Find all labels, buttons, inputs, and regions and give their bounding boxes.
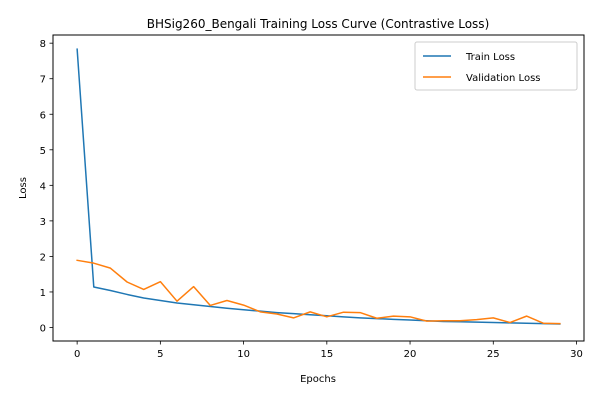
series-line-validation-loss <box>76 259 561 325</box>
legend: Train Loss Validation Loss <box>414 41 578 91</box>
x-tick-label: 15 <box>320 349 333 360</box>
x-axis-label: Epochs <box>300 374 336 385</box>
y-axis-ticks: 0 1 2 3 4 5 6 7 8 <box>40 39 53 334</box>
x-tick-label: 0 <box>74 349 80 360</box>
y-tick-label: 8 <box>40 39 46 50</box>
x-tick-label: 30 <box>570 349 583 360</box>
y-tick-label: 4 <box>40 181 46 192</box>
y-tick-label: 7 <box>40 75 46 86</box>
x-tick-label: 25 <box>487 349 500 360</box>
y-axis-label: Loss <box>18 177 29 199</box>
y-tick-label: 1 <box>40 288 46 299</box>
x-tick-label: 20 <box>404 349 417 360</box>
legend-label-train: Train Loss <box>465 52 515 63</box>
legend-label-validation: Validation Loss <box>466 73 541 84</box>
x-tick-label: 10 <box>237 349 250 360</box>
plot-lines <box>76 48 561 325</box>
x-tick-label: 5 <box>157 349 163 360</box>
series-line-train-loss <box>76 48 561 325</box>
y-tick-label: 2 <box>40 252 46 263</box>
y-tick-label: 3 <box>40 217 46 228</box>
y-tick-label: 5 <box>40 146 46 157</box>
y-tick-label: 6 <box>40 110 46 121</box>
chart-title: BHSig260_Bengali Training Loss Curve (Co… <box>147 17 490 31</box>
legend-box <box>414 41 578 91</box>
x-axis-ticks: 0 5 10 15 20 25 30 <box>74 341 583 360</box>
plot-frame <box>52 34 585 342</box>
y-tick-label: 0 <box>40 323 46 334</box>
